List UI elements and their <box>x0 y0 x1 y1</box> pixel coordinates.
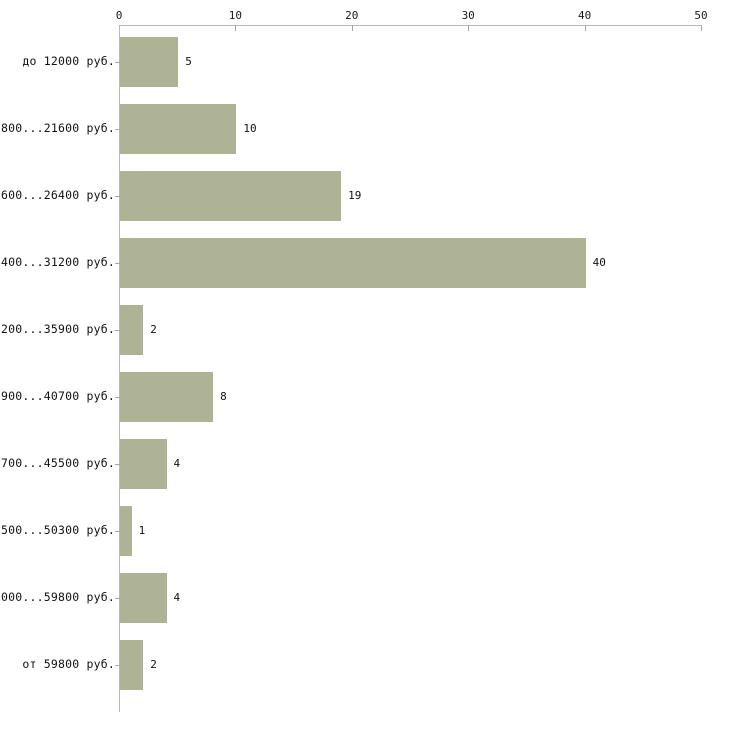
bar[interactable] <box>120 305 144 355</box>
x-axis-tick-label: 30 <box>461 9 475 22</box>
bar[interactable] <box>120 104 237 154</box>
bar[interactable] <box>120 439 167 489</box>
bar-value-label: 10 <box>243 122 257 135</box>
bar-value-label: 5 <box>185 55 192 68</box>
bar-value-label: 8 <box>220 390 227 403</box>
y-axis-tick <box>115 665 120 666</box>
bar-value-label: 2 <box>150 323 157 336</box>
category-label: 45500...50300 руб. <box>0 523 115 537</box>
category-label: от 59800 руб. <box>22 657 115 671</box>
x-axis-tick <box>351 25 353 31</box>
y-axis-tick <box>115 129 120 130</box>
category-label: 35900...40700 руб. <box>0 389 115 403</box>
bar-value-label: 4 <box>173 591 181 604</box>
y-axis-tick <box>115 464 120 465</box>
bar-value-label: 2 <box>150 658 157 671</box>
y-axis-tick <box>115 531 120 532</box>
bar[interactable] <box>120 506 132 556</box>
y-axis-tick <box>115 598 120 599</box>
category-label: 21600...26400 руб. <box>0 188 115 202</box>
bar[interactable] <box>120 372 214 422</box>
bar-value-label: 19 <box>348 189 362 202</box>
bar[interactable] <box>120 238 586 288</box>
x-axis-tick-label: 40 <box>577 9 592 22</box>
y-axis-tick <box>115 397 120 398</box>
y-axis-tick <box>115 330 120 331</box>
bar[interactable] <box>120 171 342 221</box>
category-label: 16800...21600 руб. <box>0 121 115 135</box>
category-label: до 12000 руб. <box>22 54 115 68</box>
category-label: 31200...35900 руб. <box>0 322 115 336</box>
x-axis-tick-label: 50 <box>694 9 708 22</box>
category-label: 26400...31200 руб. <box>0 255 115 269</box>
bar-value-label: 4 <box>173 457 181 470</box>
x-axis-tick <box>235 25 237 31</box>
x-axis-tick-label: 20 <box>345 9 359 22</box>
x-axis-tick <box>468 25 470 31</box>
x-axis-tick <box>584 25 586 31</box>
bar-value-label: 1 <box>138 524 146 537</box>
y-axis-tick <box>115 263 120 264</box>
x-axis-tick-label: 0 <box>115 9 123 22</box>
bar[interactable] <box>120 37 179 87</box>
x-axis-tick <box>701 25 702 31</box>
y-axis-tick <box>115 62 120 63</box>
bar[interactable] <box>120 573 167 623</box>
x-axis-tick-label: 10 <box>228 9 243 22</box>
bar[interactable] <box>120 640 144 690</box>
bar-value-label: 40 <box>592 256 606 269</box>
category-label: 40700...45500 руб. <box>0 456 115 470</box>
x-axis-line <box>119 25 701 26</box>
y-axis-line <box>119 25 120 712</box>
y-axis-tick <box>115 196 120 197</box>
category-label: 55000...59800 руб. <box>0 590 115 604</box>
